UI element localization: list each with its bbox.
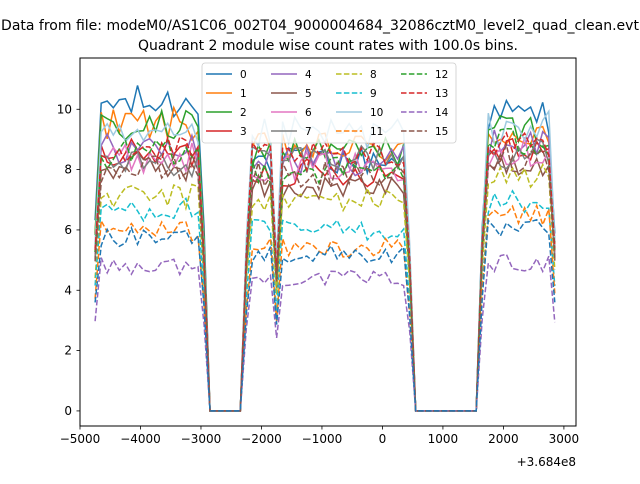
legend-label: 8 xyxy=(370,69,377,81)
legend-label: 1 xyxy=(240,88,247,100)
chart-title: Quadrant 2 module wise count rates with … xyxy=(138,38,518,54)
series-line-16 xyxy=(94,218,556,412)
x-tick-label: −4000 xyxy=(120,432,161,446)
plot-frame xyxy=(79,57,577,427)
legend-label: 10 xyxy=(370,107,383,119)
series-line-15 xyxy=(94,142,556,412)
legend-label: 3 xyxy=(240,126,247,138)
series-line-9 xyxy=(94,189,556,412)
series-line-8 xyxy=(94,162,556,412)
x-tick-label: 2000 xyxy=(488,432,519,446)
x-tick-label: 3000 xyxy=(549,432,580,446)
x-tick-label: 1000 xyxy=(428,432,459,446)
x-tick-label: −1000 xyxy=(302,432,343,446)
y-tick-label: 0 xyxy=(64,404,72,418)
legend-label: 9 xyxy=(370,88,377,100)
legend-label: 4 xyxy=(305,69,312,81)
series-line-13 xyxy=(94,131,556,412)
figure-suptitle: Data from file: modeM0/AS1C06_002T04_900… xyxy=(1,18,639,34)
x-tick-label: 0 xyxy=(379,432,387,446)
y-tick-label: 4 xyxy=(64,283,72,297)
y-tick-label: 6 xyxy=(64,223,72,237)
legend-box xyxy=(201,62,457,144)
series-layer xyxy=(94,85,556,412)
series-line-12 xyxy=(94,127,556,412)
x-offset-label: +3.684e8 xyxy=(517,455,576,469)
legend-label: 12 xyxy=(435,69,448,81)
series-line-14 xyxy=(94,253,556,412)
axes-layer: −5000 −4000 −3000 −2000 −1000 0 1000 2000 3000 0 2… xyxy=(57,102,579,446)
series-line-1 xyxy=(94,105,556,412)
legend-label: 13 xyxy=(435,88,448,100)
legend-label: 2 xyxy=(240,107,247,119)
series-line-11 xyxy=(94,203,556,412)
legend-label: 7 xyxy=(305,126,312,138)
legend-label: 0 xyxy=(240,69,247,81)
legend-label: 11 xyxy=(370,126,383,138)
x-tick-label: −5000 xyxy=(60,432,101,446)
x-tick-label: −2000 xyxy=(241,432,282,446)
legend-label: 14 xyxy=(435,107,449,119)
series-line-5 xyxy=(94,151,556,412)
y-tick-label: 2 xyxy=(64,344,72,358)
legend-label: 5 xyxy=(305,88,312,100)
legend-label: 15 xyxy=(435,126,448,138)
legend-label: 6 xyxy=(305,107,312,119)
y-tick-label: 10 xyxy=(57,102,72,116)
y-tick-label: 8 xyxy=(64,163,72,177)
x-tick-label: −3000 xyxy=(181,432,222,446)
